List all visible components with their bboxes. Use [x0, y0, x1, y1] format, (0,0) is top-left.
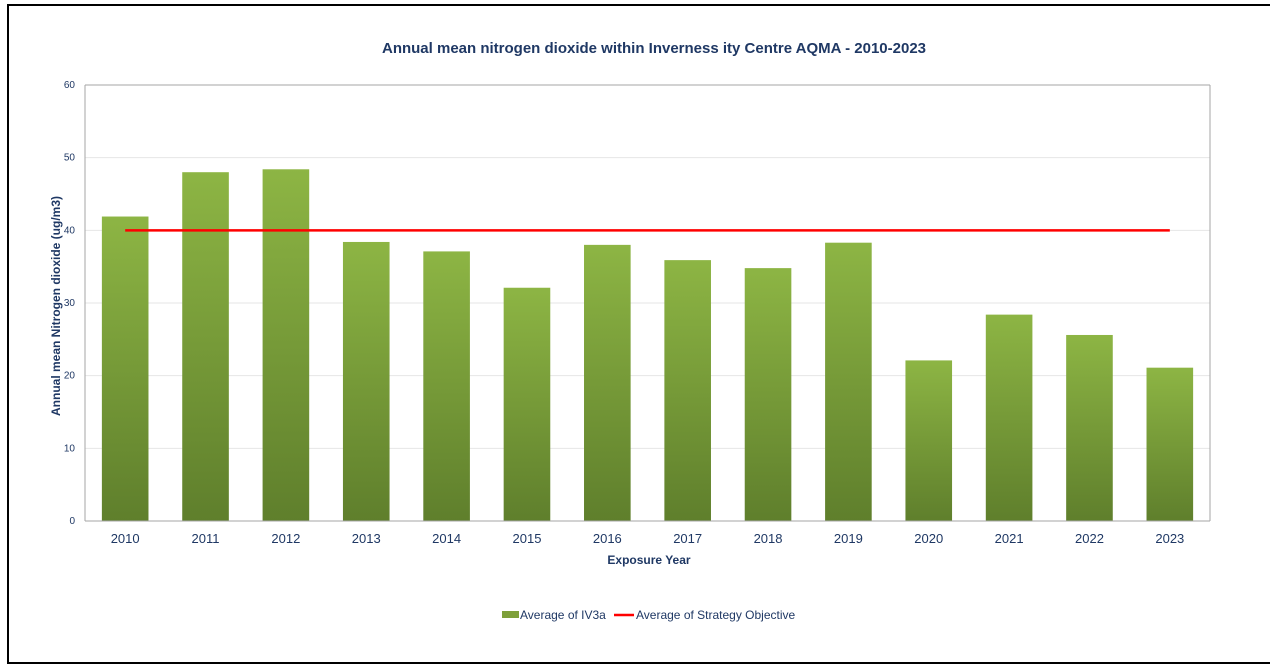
bar-2015: [503, 287, 551, 521]
x-tick-label: 2015: [513, 531, 542, 546]
chart-canvas: Annual mean nitrogen dioxide within Inve…: [49, 40, 1211, 622]
bar-2019: [825, 242, 872, 522]
gridlines: [85, 84, 1210, 449]
y-axis-title: Annual mean Nitrogen dioxide (ug/m3): [49, 196, 63, 416]
x-tick-labels: 2010 2011 2012 2013 2014 2015 2016 2017 2018 2019…: [111, 531, 1185, 546]
bar-2010: [101, 216, 149, 521]
bar-2022: [1066, 334, 1113, 521]
bar-2014: [423, 251, 470, 521]
y-tick-label: 20: [64, 371, 76, 382]
x-tick-label: 2020: [914, 531, 943, 546]
bar-2012: [262, 169, 310, 521]
x-tick-label: 2017: [673, 531, 702, 546]
y-tick-label: 0: [69, 516, 75, 527]
legend: Average of IV3a Average of Strategy Objec…: [502, 608, 796, 622]
bar-2021: [985, 314, 1033, 521]
chart-title: Annual mean nitrogen dioxide within Inve…: [382, 40, 926, 57]
legend-swatch-bar: [502, 611, 519, 618]
x-tick-label: 2010: [111, 531, 140, 546]
legend-label-line: Average of Strategy Objective: [636, 608, 796, 622]
bar-2013: [342, 241, 390, 521]
bar-2011: [182, 172, 229, 521]
x-tick-label: 2014: [432, 531, 461, 546]
y-tick-label: 40: [64, 225, 76, 236]
x-tick-label: 2023: [1155, 531, 1184, 546]
axes: [84, 84, 1211, 522]
bar-2023: [1146, 367, 1194, 521]
chart-frame: Annual mean nitrogen dioxide within Inve…: [7, 4, 1270, 664]
legend-label-bar: Average of IV3a: [520, 608, 606, 622]
bars: [101, 169, 1194, 522]
x-tick-label: 2016: [593, 531, 622, 546]
x-axis-title: Exposure Year: [607, 553, 690, 567]
x-tick-label: 2012: [271, 531, 300, 546]
x-tick-label: 2021: [995, 531, 1024, 546]
x-tick-label: 2011: [192, 531, 220, 546]
y-tick-label: 10: [64, 443, 76, 454]
x-tick-label: 2022: [1075, 531, 1104, 546]
x-tick-label: 2019: [834, 531, 863, 546]
bar-2016: [584, 244, 631, 521]
bar-2020: [905, 360, 953, 521]
bar-2017: [664, 260, 711, 521]
y-tick-label: 50: [64, 153, 76, 164]
x-tick-label: 2018: [754, 531, 783, 546]
bar-2018: [744, 268, 792, 521]
y-tick-label: 60: [64, 80, 76, 91]
x-tick-label: 2013: [352, 531, 381, 546]
y-tick-label: 30: [64, 298, 76, 309]
y-tick-labels: 0 10 20 30 40 50 60: [64, 80, 76, 527]
